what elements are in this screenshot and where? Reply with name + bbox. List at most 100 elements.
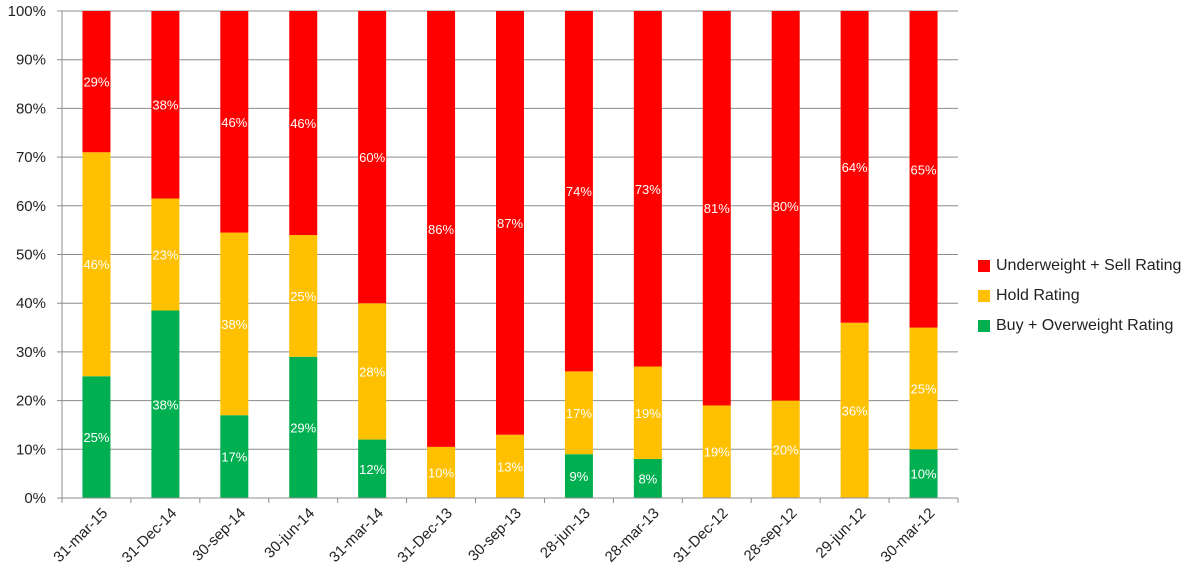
x-tick-label: 30-jun-14 <box>261 505 318 562</box>
data-label: 12% <box>359 462 385 477</box>
bar-segment <box>496 11 524 435</box>
data-label: 19% <box>704 445 730 460</box>
y-tick-label: 100% <box>8 3 46 20</box>
bar-segment <box>496 434 524 498</box>
y-tick-label: 70% <box>16 149 46 166</box>
legend: Underweight + Sell Rating Hold Rating Buy … <box>978 251 1181 341</box>
bar-segment <box>633 366 662 460</box>
y-tick-label: 0% <box>24 490 46 507</box>
bar-segment <box>702 11 731 406</box>
x-tick-label: 31-Dec-14 <box>119 505 181 567</box>
data-label: 20% <box>773 442 799 457</box>
bar-segment <box>151 310 180 498</box>
bar-segment <box>220 11 249 233</box>
data-label: 13% <box>497 459 523 474</box>
bar-segment <box>909 449 938 498</box>
bar-segment <box>840 322 869 498</box>
y-tick-label: 80% <box>16 100 46 117</box>
y-tick-label: 30% <box>16 344 46 361</box>
x-tick-label: 30-mar-12 <box>877 505 938 566</box>
y-tick-label: 10% <box>16 441 46 458</box>
data-label: 81% <box>704 201 730 216</box>
bar-segment <box>564 371 593 455</box>
bar-segment <box>771 400 800 498</box>
data-label: 10% <box>911 467 937 482</box>
legend-item: Buy + Overweight Rating <box>978 311 1181 341</box>
bar-segment <box>427 446 456 498</box>
bar-segment <box>220 232 249 416</box>
data-label: 65% <box>911 162 937 177</box>
legend-label: Hold Rating <box>996 287 1080 304</box>
bar-segment <box>633 459 662 498</box>
x-tick-label: 31-mar-14 <box>326 505 387 566</box>
y-tick-label: 60% <box>16 198 46 215</box>
data-label: 60% <box>359 150 385 165</box>
data-label: 17% <box>566 406 592 421</box>
data-label: 74% <box>566 184 592 199</box>
legend-swatch <box>978 290 990 302</box>
data-label: 25% <box>290 289 316 304</box>
data-label: 29% <box>83 75 109 90</box>
data-label: 17% <box>221 450 247 465</box>
bar-segment <box>82 11 111 153</box>
data-label: 25% <box>83 430 109 445</box>
legend-label: Buy + Overweight Rating <box>996 317 1174 334</box>
y-tick-label: 40% <box>16 295 46 312</box>
bar-segment <box>564 11 593 372</box>
x-tick-label: 31-Dec-13 <box>394 505 456 567</box>
data-label: 38% <box>152 397 178 412</box>
data-label: 46% <box>221 115 247 130</box>
x-tick-label: 30-sep-13 <box>465 505 525 565</box>
bar-segment <box>358 11 387 304</box>
y-axis: 0% 10% 20% 30% 40% 50% 60% 70% 80% 90% 100% <box>8 3 63 507</box>
x-tick-label: 29-jun-12 <box>813 505 870 562</box>
data-label: 46% <box>83 257 109 272</box>
x-tick-label: 28-mar-13 <box>602 505 663 566</box>
x-tick-label: 31-mar-15 <box>50 505 111 566</box>
data-label: 10% <box>428 465 454 480</box>
bar-segment <box>633 11 662 367</box>
bar-segment <box>82 376 111 498</box>
bar-segment <box>840 11 869 323</box>
x-tick-label: 28-sep-12 <box>741 505 801 565</box>
bar-segment <box>358 439 387 498</box>
bar-segment <box>427 11 456 447</box>
y-tick-label: 50% <box>16 247 46 264</box>
bar-segment <box>151 198 180 311</box>
data-label: 38% <box>221 317 247 332</box>
bar-segment <box>289 235 318 357</box>
y-tick-label: 20% <box>16 393 46 410</box>
bar-segment <box>289 11 318 236</box>
data-label: 36% <box>842 403 868 418</box>
bar-segment <box>358 303 387 440</box>
data-label: 23% <box>152 248 178 263</box>
x-tick-label: 28-jun-13 <box>537 505 594 562</box>
bar-segment <box>909 11 938 328</box>
legend-swatch <box>978 320 990 332</box>
data-label: 73% <box>635 182 661 197</box>
legend-label: Underweight + Sell Rating <box>996 257 1182 274</box>
data-label: 80% <box>773 199 799 214</box>
data-label: 38% <box>152 98 178 113</box>
bar-segment <box>564 454 593 498</box>
data-label: 64% <box>842 160 868 175</box>
data-label: 28% <box>359 364 385 379</box>
legend-item: Hold Rating <box>978 281 1181 311</box>
bar-segment <box>771 11 800 401</box>
legend-item: Underweight + Sell Rating <box>978 251 1181 281</box>
data-label: 86% <box>428 222 454 237</box>
x-tick-label: 30-sep-14 <box>189 505 249 565</box>
data-label: 8% <box>638 472 657 487</box>
x-tick-label: 31-Dec-12 <box>670 505 732 567</box>
bar-segment <box>702 405 731 498</box>
bar-segment <box>289 356 318 498</box>
data-label: 29% <box>290 420 316 435</box>
bar-segment <box>909 327 938 450</box>
data-label: 9% <box>570 469 589 484</box>
data-label: 46% <box>290 116 316 131</box>
data-label: 19% <box>635 406 661 421</box>
legend-swatch <box>978 260 990 272</box>
bars: 25% 46% 29% 38% 23% 38% 17% 38% 46% 29% 25% 46% 12% 2… <box>82 11 938 498</box>
bar-segment <box>220 415 249 498</box>
